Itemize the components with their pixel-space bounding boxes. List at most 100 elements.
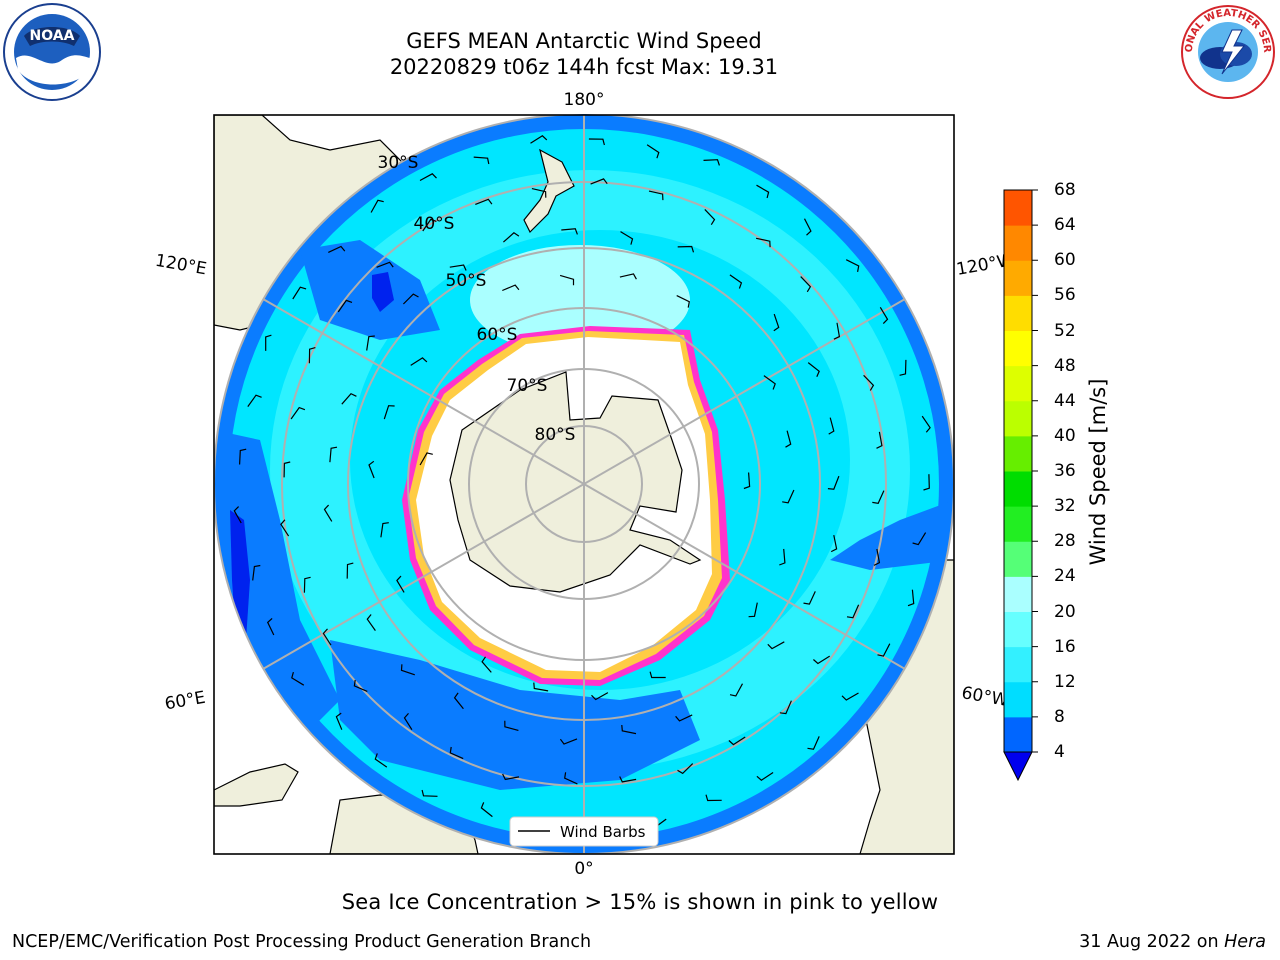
wind-barb (530, 135, 548, 144)
colorbar-segment (1004, 400, 1032, 437)
chart-title: GEFS MEAN Antarctic Wind Speed (406, 29, 762, 53)
colorbar-segment (1004, 611, 1032, 648)
wind-barb (620, 231, 634, 245)
wind-barb (828, 417, 835, 435)
colorbar-segment (1004, 646, 1032, 683)
wind-barb (473, 156, 490, 165)
wind-barb (803, 591, 816, 605)
wind-barb (252, 564, 261, 581)
wind-barb (308, 347, 316, 364)
lat-label-70s: 70°S (507, 376, 548, 396)
wind-barb (648, 190, 664, 201)
wind-barb (449, 746, 464, 760)
wind-barb (767, 641, 785, 650)
land-madagascar (214, 763, 299, 807)
land-antarctica (449, 371, 702, 593)
wind-barb (502, 773, 520, 781)
wind-barb (368, 460, 375, 479)
wind-barb (402, 293, 419, 305)
graticule (214, 115, 954, 854)
wind-blue-south (330, 640, 700, 790)
wind-barb (346, 562, 354, 579)
wind-barb (280, 519, 290, 537)
wind-barb (921, 415, 931, 433)
colorbar-tick-label: 52 (1054, 320, 1076, 341)
wind-barb (873, 548, 881, 566)
lat-label-60s: 60°S (477, 325, 518, 345)
lon-label-60e: 60°E (163, 688, 207, 715)
colorbar-segment (1004, 330, 1032, 367)
colorbar-tick-label: 8 (1054, 706, 1065, 727)
wind-barb (912, 532, 927, 546)
wind-barb (419, 452, 433, 466)
wind-barb (649, 671, 666, 679)
colorbar-segment (1004, 435, 1032, 472)
wind-barb (588, 138, 605, 146)
wind-barb (366, 335, 375, 351)
wind-barb (833, 322, 841, 340)
colorbar-label: Wind Speed [m/s] (1086, 378, 1110, 566)
svg-text:NOAA: NOAA (30, 28, 75, 44)
lat-label-30s: 30°S (378, 153, 419, 173)
wind-barb (763, 375, 776, 390)
wind-barb (591, 692, 609, 701)
wind-barb (481, 656, 492, 673)
wind-barb (366, 614, 376, 631)
wind-barb (422, 218, 437, 232)
wind-barb (341, 392, 357, 405)
wind-barb (703, 159, 720, 166)
lon-label-60w: 60°W (960, 683, 1010, 711)
wind-barb (728, 736, 746, 746)
wind-barb (675, 714, 693, 722)
wind-barb (785, 430, 792, 448)
colorbar-tick-label: 68 (1054, 180, 1076, 200)
colorbar-segment (1004, 541, 1032, 577)
colorbar-tick-label: 28 (1054, 531, 1076, 552)
lat-label-50s: 50°S (446, 271, 487, 291)
wind-barb (292, 286, 307, 300)
colorbar-segment (1004, 365, 1032, 402)
map-legend: Wind Barbs (509, 816, 659, 847)
colorbar-tick-label: 24 (1054, 566, 1076, 587)
wind-barb (290, 406, 306, 420)
wind-barb (353, 679, 368, 692)
colorbar-tick-label: 12 (1054, 671, 1076, 692)
wind-barb (800, 276, 812, 293)
wind-band-16-20 (470, 245, 690, 355)
wind-barb (559, 738, 578, 745)
wind-barb (923, 474, 930, 491)
wind-barb (813, 655, 831, 665)
wind-barb (533, 682, 549, 692)
colorbar-segment (1004, 225, 1032, 261)
wind-blue-east (830, 500, 954, 570)
colorbar-tick-label: 20 (1054, 601, 1076, 622)
colorbar-tick-label: 4 (1054, 742, 1065, 762)
wind-barb (748, 602, 758, 618)
wind-barb (335, 712, 343, 730)
wind-barb (841, 692, 859, 701)
lon-label-180: 180° (564, 90, 605, 110)
wind-barb (564, 772, 578, 785)
wind-barb (283, 461, 291, 478)
wind-barb (266, 617, 275, 636)
wind-barb (590, 178, 608, 185)
nws-logo: NATIONAL WEATHER SERVICE (1174, 0, 1278, 102)
wind-barb (619, 776, 637, 783)
wind-barb (337, 299, 353, 313)
colorbar-tick-label: 16 (1054, 636, 1076, 657)
wind-barb (291, 671, 305, 686)
colorbar (1003, 189, 1038, 782)
wind-barb (677, 763, 694, 775)
map-frame (213, 114, 955, 855)
wind-barb (677, 245, 695, 253)
wind-barb (743, 472, 751, 490)
wind-barb (531, 188, 547, 198)
wind-barb (403, 713, 413, 731)
colorbar-tick-label: 36 (1054, 461, 1076, 481)
wind-barb (323, 504, 333, 522)
wind-barb (646, 144, 660, 159)
wind-barb (846, 604, 860, 619)
colorbar-tick-label: 60 (1054, 250, 1076, 271)
sea-ice-caption: Sea Ice Concentration > 15% is shown in … (341, 890, 939, 914)
